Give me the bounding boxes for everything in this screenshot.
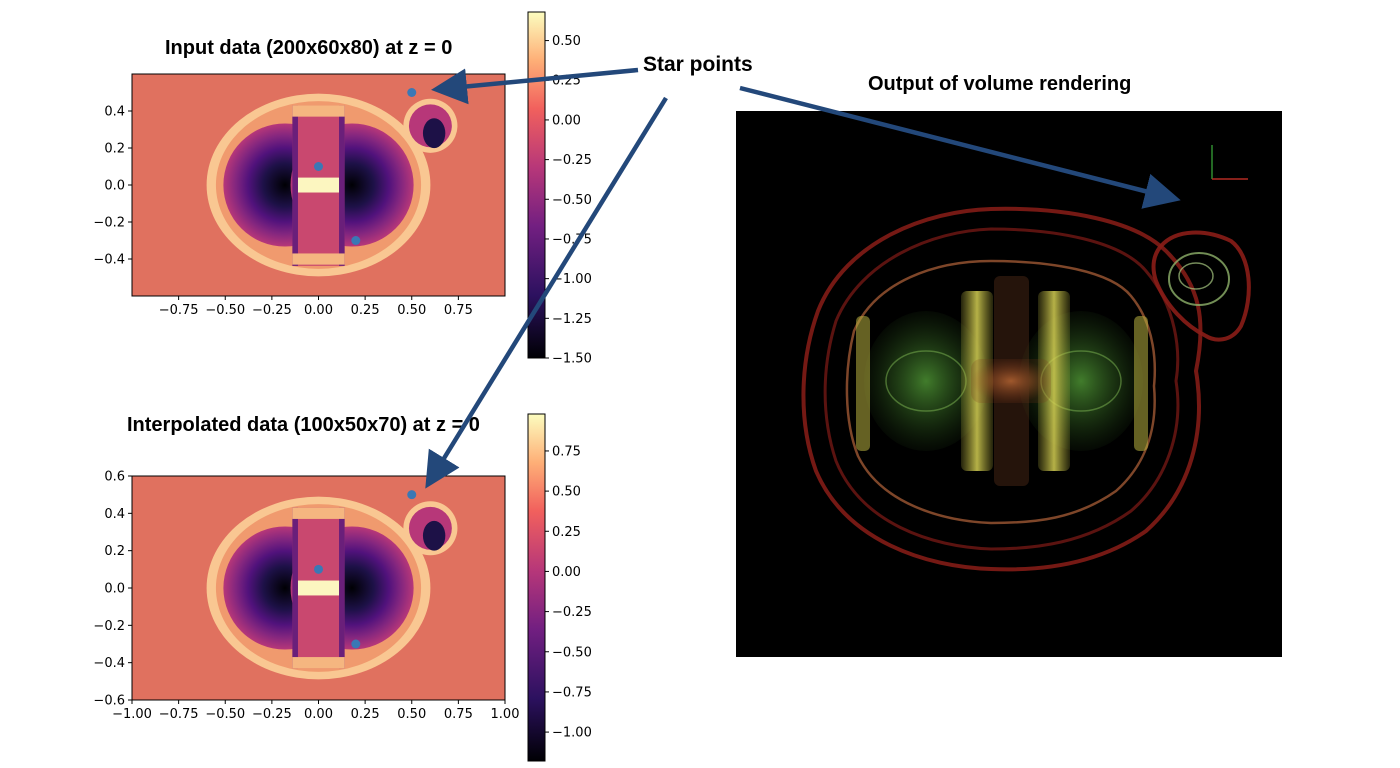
chart2-colorbar-tick-label: −0.50 [552, 645, 592, 660]
chart2-colorbar-tick-label: 0.50 [552, 485, 581, 500]
chart2-xtick-label: 0.00 [304, 707, 333, 722]
left-green-lobe [864, 311, 988, 451]
chart2-colorbar-tick-label: −1.00 [552, 726, 592, 741]
chart1-ytick-label: 0.0 [104, 179, 125, 194]
chart2-colorbar-tick-label: 0.25 [552, 525, 581, 540]
chart1-xtick-label: 0.50 [397, 303, 426, 318]
chart2-ytick-label: 0.0 [104, 582, 125, 597]
chart2-colorbar-tick-label: 0.00 [552, 565, 581, 580]
chart2-field [132, 476, 505, 700]
axes-gizmo-icon [1211, 145, 1248, 180]
outer-shell [801, 206, 1203, 572]
chart1-star-point-2 [314, 162, 323, 171]
chart2-title: Interpolated data (100x50x70) at z = 0 [127, 414, 480, 436]
star-points-label: Star points [643, 53, 753, 76]
chart1-ytick-label: −0.4 [93, 253, 125, 268]
chart1-colorbar-tick-label: 0.50 [552, 34, 581, 49]
volume-render-image [736, 111, 1282, 657]
chart2-colorbar [527, 413, 546, 762]
chart1-star-point-3 [351, 236, 361, 245]
chart2-xtick-label: −0.50 [205, 707, 245, 722]
chart2-colorbar-tick-label: 0.75 [552, 444, 581, 459]
chart2-ytick-label: 0.6 [104, 470, 125, 485]
chart2-xtick-label: 1.00 [491, 707, 520, 722]
central-core [971, 359, 1051, 403]
chart2-xtick-label: 0.75 [444, 707, 473, 722]
chart1-xtick-label: −0.50 [205, 303, 245, 318]
chart1-xtick-label: 0.25 [351, 303, 380, 318]
chart1-ytick-label: 0.4 [104, 105, 125, 120]
chart1-xtick-label: 0.00 [304, 303, 333, 318]
chart2-colorbar-tick-label: −0.75 [552, 685, 592, 700]
chart2-star-point-3 [351, 639, 361, 649]
chart1-xtick-label: −0.25 [252, 303, 292, 318]
chart1-ytick-label: 0.2 [104, 142, 125, 157]
chart2-ytick-label: 0.4 [104, 507, 125, 522]
chart2-star-point-2 [314, 564, 323, 574]
chart2-xtick-label: 0.25 [351, 707, 380, 722]
chart1-ytick-label: −0.2 [93, 216, 125, 231]
chart2-ytick-label: −0.4 [93, 656, 125, 671]
chart1-star-point-1 [407, 88, 417, 97]
small-star-shell [1151, 230, 1251, 342]
chart1-title: Input data (200x60x80) at z = 0 [165, 37, 453, 59]
chart2-ytick-label: −0.6 [93, 694, 125, 709]
chart2-xtick-label: −0.25 [252, 707, 292, 722]
chart2-ytick-label: −0.2 [93, 619, 125, 634]
chart1-xtick-label: −0.75 [159, 303, 199, 318]
chart2-xtick-label: 0.50 [397, 707, 426, 722]
right-yellow-band [1038, 291, 1070, 471]
chart2-colorbar-tick-label: −0.25 [552, 605, 592, 620]
chart2-ytick-label: 0.2 [104, 544, 125, 559]
chart2-xtick-label: −1.00 [112, 707, 152, 722]
chart2-xtick-label: −0.75 [159, 707, 199, 722]
chart2-star-point-1 [407, 490, 417, 500]
